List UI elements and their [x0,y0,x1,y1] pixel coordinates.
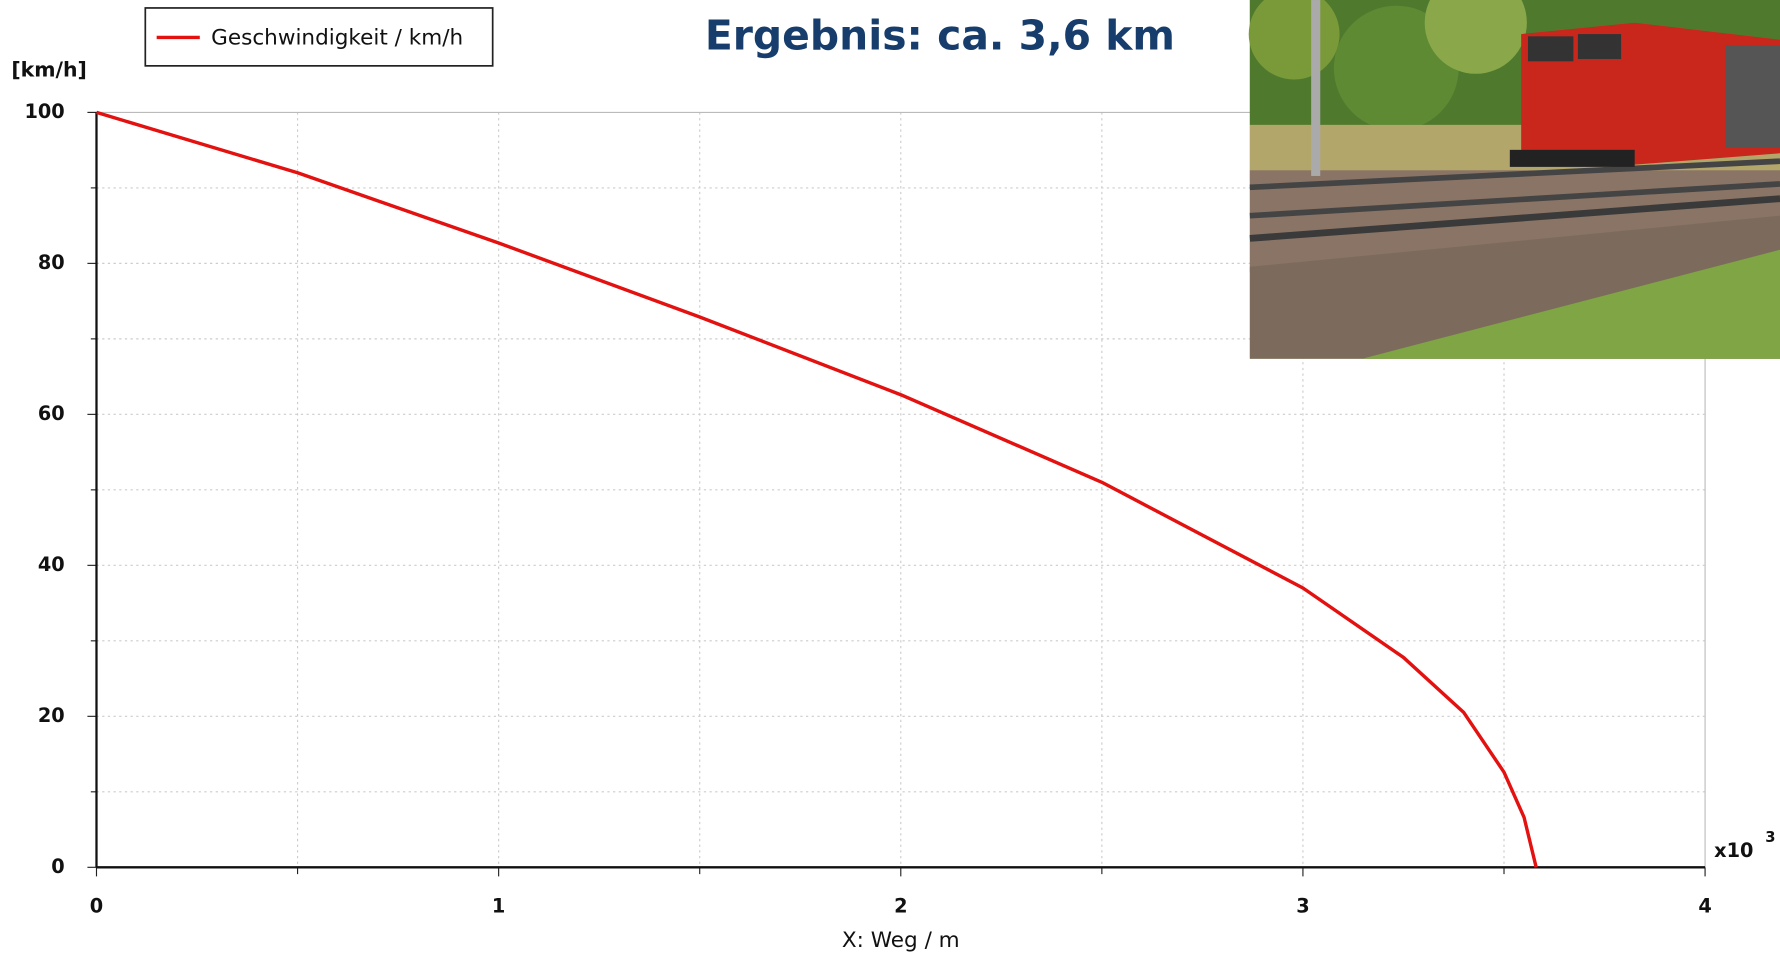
y-tick-label: 0 [51,855,64,878]
y-tick-label: 100 [24,100,64,123]
x-multiplier-exponent: 3 [1765,829,1775,846]
train-photo [1248,0,1780,359]
y-axis-label: [km/h] [11,57,87,81]
legend-box [144,7,494,67]
y-tick-label: 80 [38,251,65,274]
x-tick-label: 3 [1296,895,1309,918]
y-tick-label: 20 [38,704,65,727]
data-line [96,110,1538,868]
legend-label: Geschwindigkeit / km/h [211,26,463,51]
y-tick-label: 60 [38,402,65,425]
y-tick-label: 40 [38,553,65,576]
chart-title: Ergebnis: ca. 3,6 km [705,12,1175,60]
x-tick-label: 0 [90,895,103,918]
x-tick-label: 4 [1698,895,1711,918]
x-axis-label: X: Weg / m [842,928,960,953]
x-tick-label: 2 [894,895,907,918]
x-multiplier: x10 [1714,839,1753,862]
x-tick-label: 1 [492,895,505,918]
